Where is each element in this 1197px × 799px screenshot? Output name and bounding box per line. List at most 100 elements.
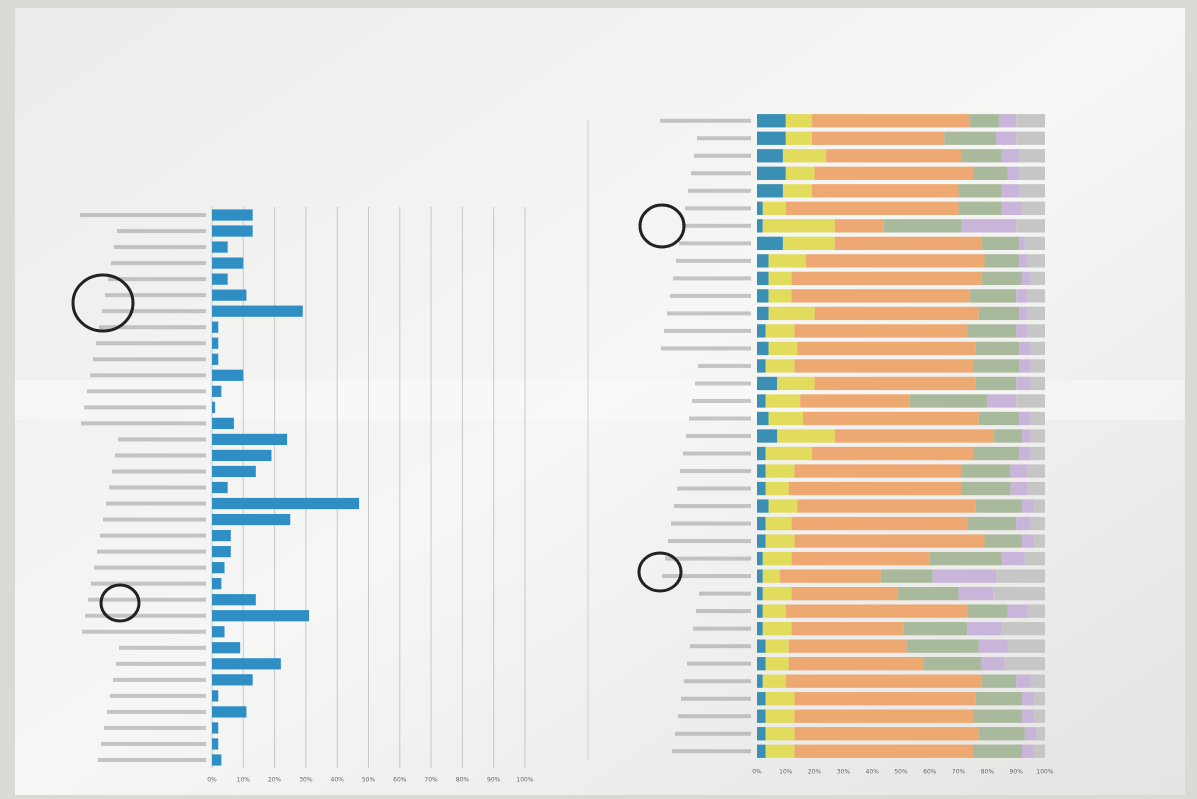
bar-segment [757, 516, 766, 531]
bar-segment [967, 604, 1008, 618]
bar-segment [800, 394, 910, 408]
bar-segment [1027, 604, 1045, 618]
bar-segment [757, 271, 769, 286]
bar-segment [993, 429, 1022, 443]
bar-segment [757, 254, 769, 268]
label-placeholder [692, 398, 751, 403]
bar [212, 289, 247, 301]
label-placeholder [680, 469, 751, 474]
bar-segment [967, 621, 1002, 636]
label-placeholder [667, 311, 751, 316]
bar-segment [1019, 236, 1025, 251]
bar [212, 225, 253, 237]
bar-segment [788, 639, 907, 653]
bar [212, 626, 225, 638]
bar-segment [757, 429, 778, 443]
bar-segment [762, 674, 786, 688]
bar-segment [762, 551, 792, 566]
label-placeholder [97, 549, 206, 554]
bar-segment [757, 657, 766, 671]
label-placeholder [671, 521, 751, 526]
label-placeholder [111, 261, 206, 266]
bar-segment [757, 621, 763, 636]
bar-segment [1001, 201, 1022, 215]
bar-segment [967, 516, 1017, 531]
bar-segment [785, 166, 815, 180]
bar-segment [762, 621, 792, 636]
label-placeholder [116, 661, 206, 666]
bar-segment [765, 692, 795, 706]
bar [212, 610, 310, 622]
bar-segment [757, 324, 766, 338]
x-tick-label: 20% [808, 769, 822, 776]
x-tick-label: 30% [299, 777, 313, 784]
label-placeholder [87, 389, 206, 394]
bar-segment [1007, 639, 1045, 653]
bar-segment [834, 219, 884, 233]
bar-segment [975, 499, 1022, 513]
bar-segment [757, 114, 786, 128]
bar-segment [978, 411, 1020, 426]
x-tick-label: 40% [866, 769, 880, 776]
bar-segment [1007, 604, 1028, 618]
bar-segment [788, 481, 962, 496]
bar-segment [1027, 289, 1045, 303]
bar-segment [1033, 534, 1045, 548]
bar-segment [803, 411, 979, 426]
bar-segment [765, 709, 795, 723]
bar-segment [757, 446, 766, 461]
bar-segment [757, 709, 766, 723]
bar-segment [765, 639, 789, 653]
bar [212, 578, 222, 590]
bar [212, 241, 228, 253]
bar-segment [978, 639, 1008, 653]
hand-circle [99, 583, 141, 623]
bar [212, 321, 219, 333]
bar-segment [1016, 376, 1031, 391]
x-tick-label: 50% [362, 777, 376, 784]
label-placeholder [677, 486, 751, 491]
bar-segment [1004, 657, 1045, 671]
bar-segment [768, 254, 806, 268]
bar-segment [757, 219, 763, 233]
bar-segment [782, 184, 812, 198]
bar [212, 481, 228, 494]
label-placeholder [88, 597, 206, 602]
bar-segment [1027, 254, 1045, 268]
bar-segment [785, 604, 968, 618]
bar-segment [757, 376, 778, 391]
bar-segment [757, 534, 766, 548]
bar-segment [791, 516, 968, 531]
bar-segment [929, 551, 1002, 566]
bar-segment [797, 499, 976, 513]
bar-segment [765, 534, 795, 548]
bar-segment [757, 359, 766, 373]
bar [212, 562, 225, 574]
bar-segment [757, 586, 763, 601]
bar [212, 257, 244, 269]
bar [212, 273, 228, 285]
bar-segment [1030, 429, 1045, 443]
bar-segment [765, 464, 795, 478]
bar-segment [834, 429, 994, 443]
bar-segment [924, 657, 982, 671]
bar-segment [785, 201, 959, 215]
bar-segment [1021, 744, 1034, 758]
bar-segment [762, 604, 786, 618]
bar-segment [1021, 692, 1034, 706]
charts: 0% 10% 20% 30% 40% 50% 60% 70% 80% 90% 100% 0% 10% 20… [80, 114, 1054, 784]
bar-segment [958, 586, 994, 601]
label-placeholder [102, 309, 206, 314]
bar-segment [757, 692, 766, 706]
bar-segment [794, 709, 973, 723]
bar-segment [1019, 166, 1045, 180]
bar-segment [1001, 184, 1020, 198]
bar-segment [981, 236, 1020, 251]
bar-segment [762, 201, 786, 215]
label-placeholder [103, 517, 206, 522]
bar [212, 497, 360, 510]
bar-segment [785, 131, 812, 145]
bar-segment [757, 306, 769, 321]
bar-segment [757, 289, 769, 303]
